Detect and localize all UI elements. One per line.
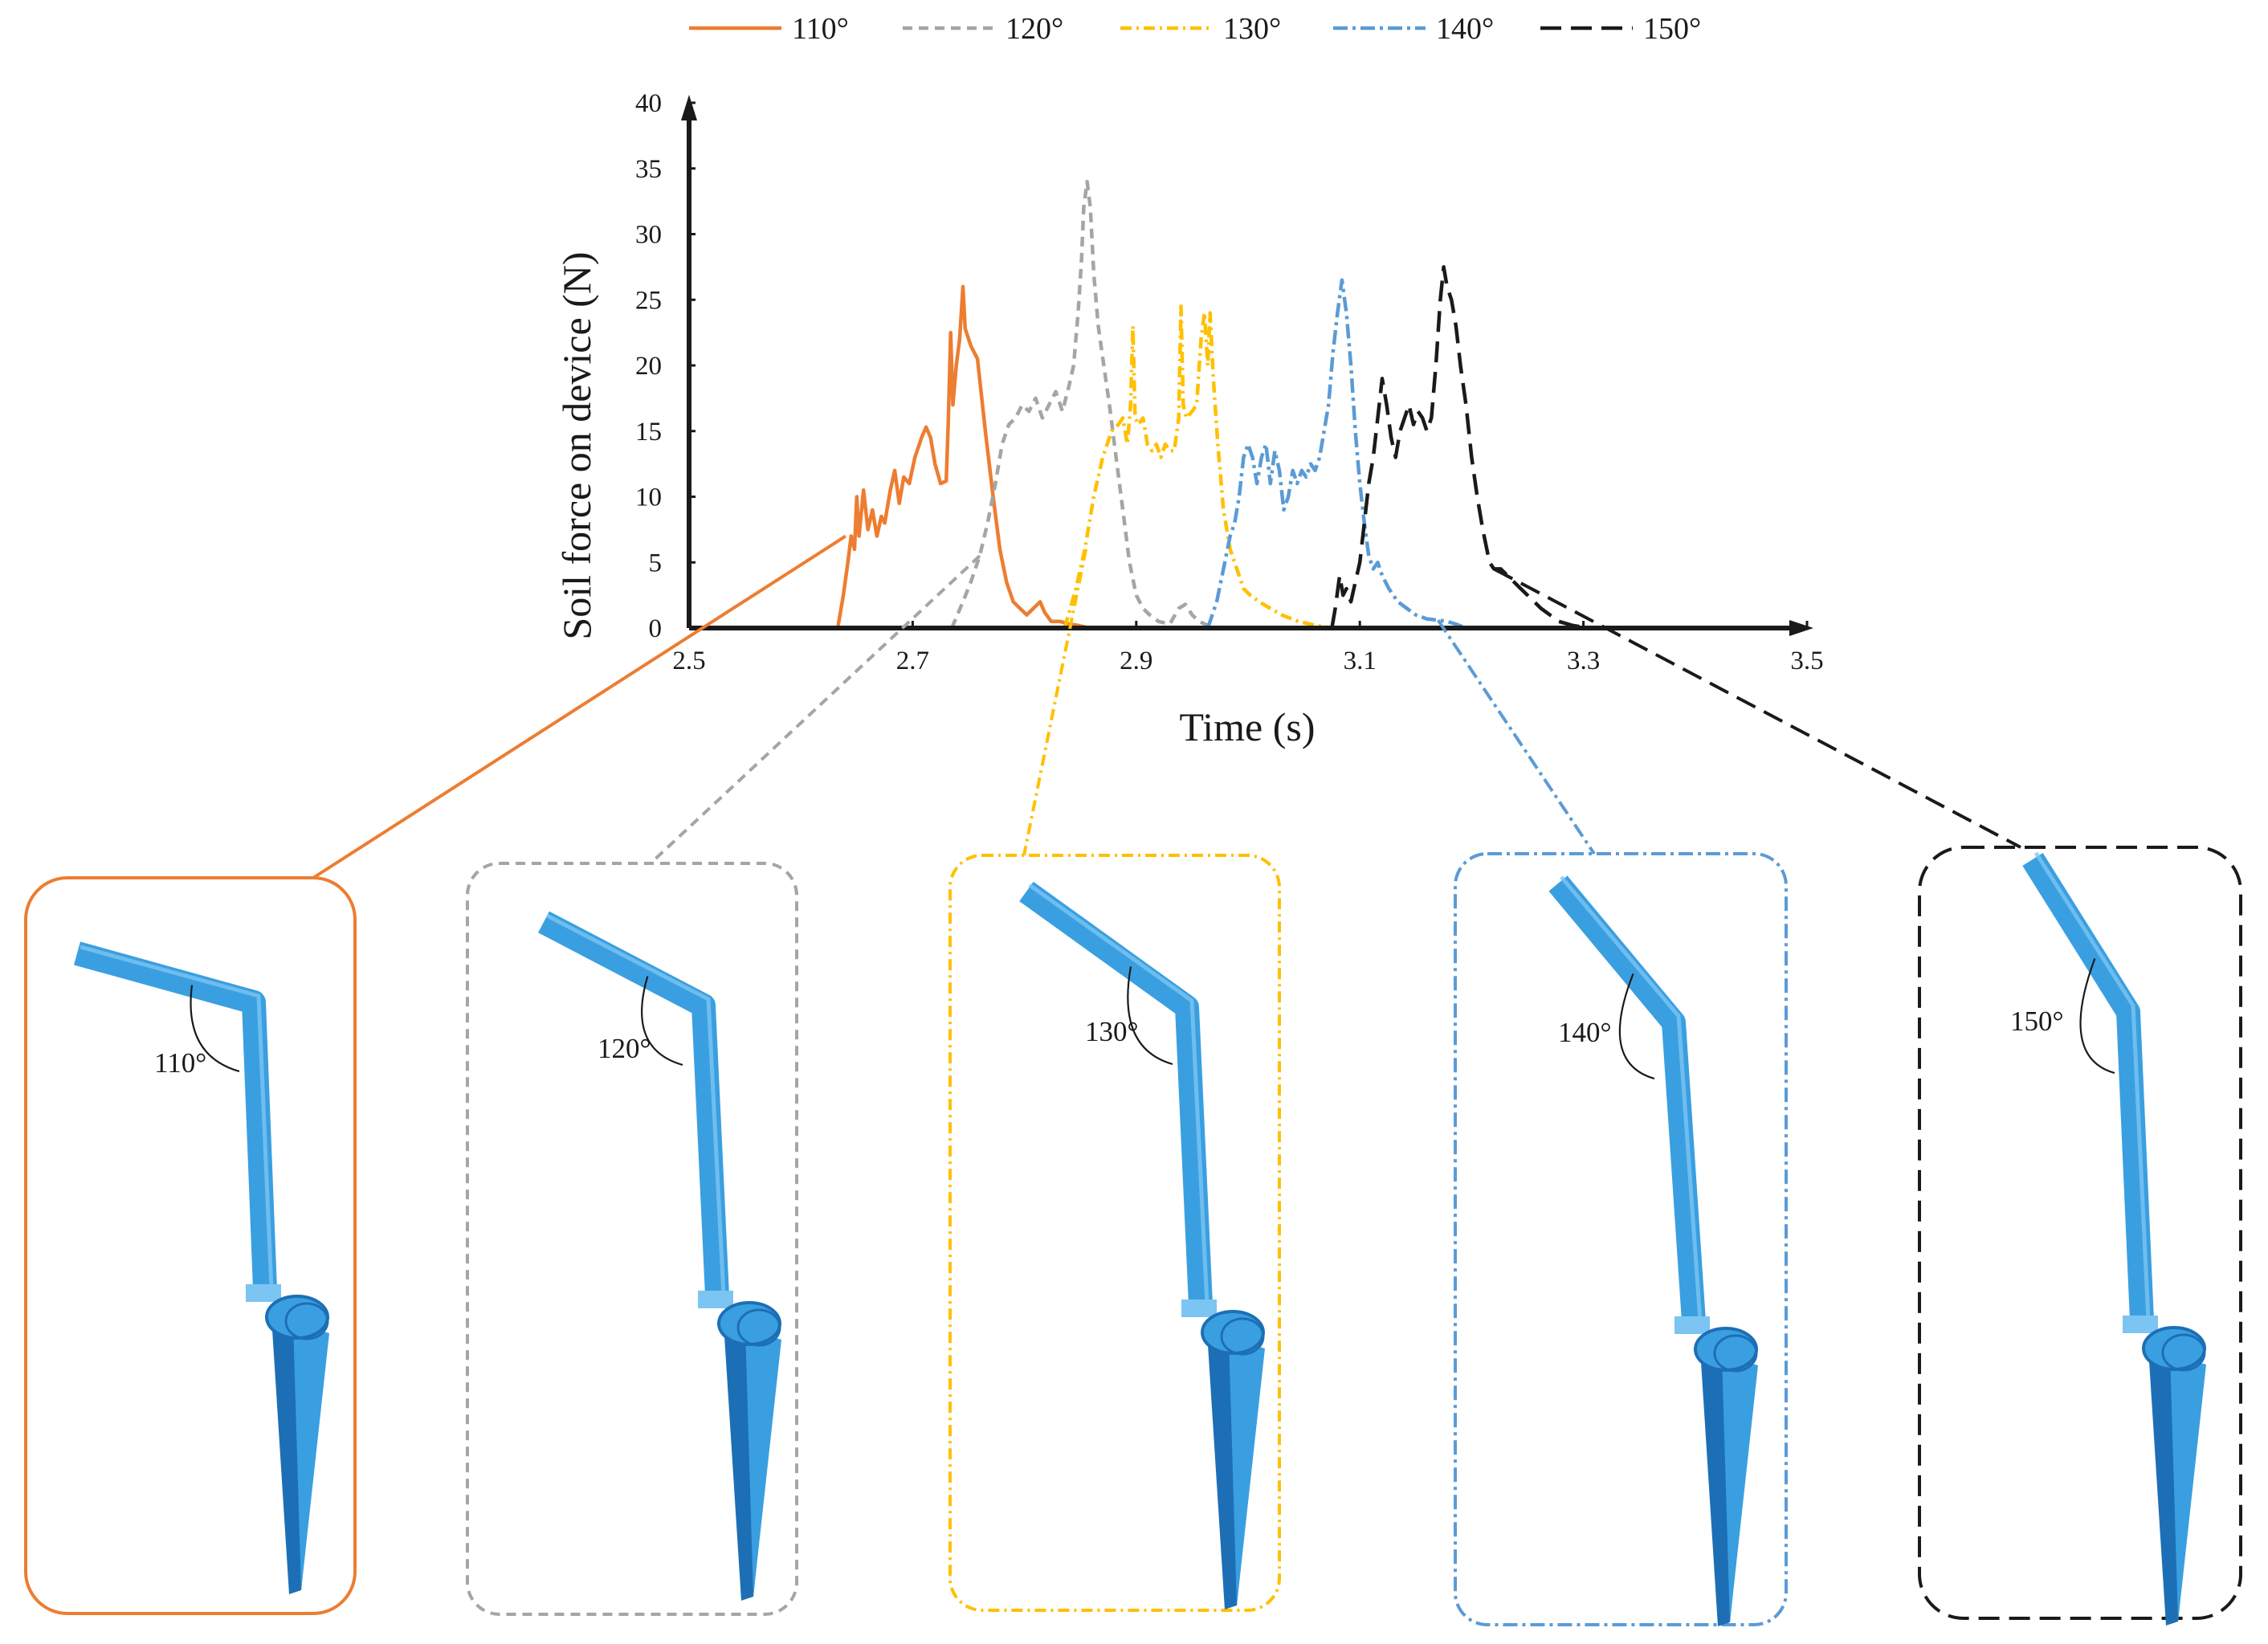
x-axis-arrow-icon xyxy=(1789,620,1813,636)
device-panels: 110° 120° 130° 140° 150° xyxy=(24,846,2242,1626)
device-shovel-face xyxy=(293,1323,329,1590)
connector-130 xyxy=(1022,549,1088,856)
device-shovel-top xyxy=(1694,1327,1758,1372)
subsoiler-device-icon xyxy=(2022,851,2206,1626)
device-shovel-top xyxy=(717,1301,781,1346)
x-tick-label: 3.1 xyxy=(1344,647,1377,675)
series-line-140deg xyxy=(1205,278,1467,630)
y-tick-label: 20 xyxy=(635,352,662,381)
panel-frame xyxy=(1454,852,1788,1626)
device-shovel-face xyxy=(2170,1354,2206,1622)
angle-label: 150° xyxy=(2010,1006,2064,1037)
device-arm xyxy=(1019,881,1213,1305)
device-arm xyxy=(538,911,729,1296)
device-shovel-top xyxy=(1201,1310,1265,1355)
device-joint xyxy=(1181,1299,1217,1317)
panel-frame xyxy=(466,862,798,1616)
angle-label: 120° xyxy=(598,1033,651,1064)
device-panel-130: 130° xyxy=(948,854,1281,1612)
device-arm xyxy=(1548,875,1706,1323)
panel-frame xyxy=(24,876,357,1615)
subsoiler-device-icon xyxy=(538,911,781,1601)
device-shovel-face xyxy=(1722,1355,1758,1622)
device-shovel-ring xyxy=(1713,1334,1758,1373)
device-panel-140: 140° xyxy=(1454,852,1788,1626)
device-shovel-top xyxy=(265,1295,329,1340)
device-joint xyxy=(1674,1316,1710,1334)
device-arm xyxy=(73,941,277,1290)
y-tick-label: 35 xyxy=(635,155,662,184)
chart-legend: 110° 120° 130° 140° 150° xyxy=(689,12,1701,46)
device-arm xyxy=(2022,853,2154,1321)
y-tick-label: 25 xyxy=(635,286,662,315)
connector-140 xyxy=(1436,619,1596,855)
y-tick-label: 15 xyxy=(635,418,662,447)
series-line-130deg xyxy=(1063,304,1332,630)
connector-120 xyxy=(649,554,981,865)
device-shovel-face xyxy=(745,1329,781,1597)
series-line-120deg xyxy=(950,179,1221,630)
angle-label: 110° xyxy=(154,1047,206,1079)
device-shovel-ring xyxy=(1220,1317,1265,1356)
device-panel-120: 120° xyxy=(466,862,798,1616)
device-arm-highlight xyxy=(545,913,726,1296)
angle-arc xyxy=(641,976,683,1067)
y-tick-label: 40 xyxy=(635,89,662,118)
x-tick-label: 2.5 xyxy=(672,647,705,675)
panel-frame xyxy=(948,854,1281,1612)
connector-150 xyxy=(1493,567,2021,849)
device-shovel-ring xyxy=(736,1308,781,1347)
plot-area: 0 5 10 15 20 25 30 35 40 2.5 2.7 2.9 3.1 3.3 3.5 Soil… xyxy=(554,89,1824,749)
series-line-150deg xyxy=(1330,265,1589,630)
device-panel-150: 150° xyxy=(1918,846,2242,1626)
y-axis: 0 5 10 15 20 25 30 35 40 xyxy=(635,89,695,643)
angle-arc xyxy=(1618,973,1655,1080)
legend-label-3: 130° xyxy=(1223,12,1281,46)
angle-label: 130° xyxy=(1085,1016,1139,1047)
y-tick-label: 5 xyxy=(649,549,663,577)
x-tick-label: 2.9 xyxy=(1120,647,1152,675)
axes-lines xyxy=(681,95,1813,636)
device-joint xyxy=(246,1284,281,1302)
x-tick-label: 2.7 xyxy=(896,647,929,675)
x-tick-label: 3.5 xyxy=(1790,647,1823,675)
device-shovel-ring xyxy=(2161,1333,2206,1372)
x-tick-label: 3.3 xyxy=(1567,647,1600,675)
device-arm-highlight xyxy=(1560,875,1703,1322)
device-arm-highlight xyxy=(80,944,274,1290)
device-arm-highlight xyxy=(1028,883,1209,1305)
device-shovel-face xyxy=(1229,1338,1265,1605)
subsoiler-device-icon xyxy=(73,941,329,1594)
y-axis-arrow-icon xyxy=(681,95,697,120)
series-line-110deg xyxy=(835,284,1090,630)
device-shovel-top xyxy=(2142,1326,2206,1371)
series-layer xyxy=(835,179,1589,630)
panel-frame xyxy=(1918,846,2242,1620)
legend-label-4: 140° xyxy=(1436,12,1494,46)
y-axis-title: Soil force on device (N) xyxy=(554,251,599,639)
device-joint xyxy=(2123,1316,2158,1333)
device-panel-110: 110° xyxy=(24,876,357,1615)
angle-arc xyxy=(1127,966,1173,1066)
device-joint xyxy=(698,1291,733,1308)
device-shovel-ring xyxy=(284,1302,329,1340)
y-tick-label: 0 xyxy=(649,614,663,643)
connector-110 xyxy=(312,534,846,879)
legend-label-1: 110° xyxy=(792,12,849,46)
angle-arc xyxy=(2079,958,2115,1075)
subsoiler-device-icon xyxy=(1019,881,1265,1609)
subsoiler-device-icon xyxy=(1548,875,1758,1626)
angle-arc xyxy=(190,985,240,1073)
legend-label-2: 120° xyxy=(1006,12,1063,46)
angle-label: 140° xyxy=(1558,1017,1612,1048)
y-tick-label: 30 xyxy=(635,221,662,250)
legend-label-5: 150° xyxy=(1643,12,1701,46)
device-arm-highlight xyxy=(2033,851,2151,1321)
connector-lines xyxy=(312,534,2021,879)
x-axis-title: Time (s) xyxy=(1179,704,1315,749)
y-tick-label: 10 xyxy=(635,483,662,512)
